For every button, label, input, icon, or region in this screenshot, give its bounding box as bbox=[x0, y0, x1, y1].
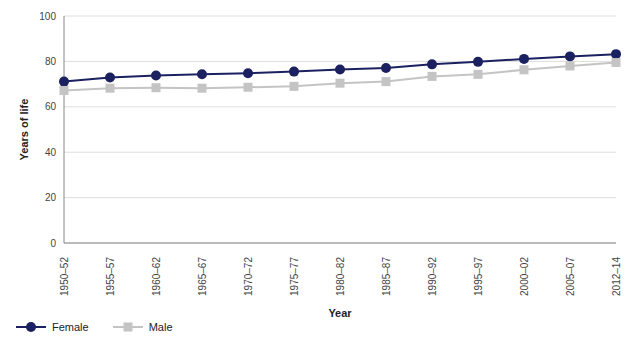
svg-text:Year: Year bbox=[328, 307, 352, 319]
html-text:Male: Male bbox=[148, 321, 173, 333]
svg-text:20: 20 bbox=[45, 192, 57, 203]
svg-text:1970–72: 1970–72 bbox=[243, 257, 254, 296]
svg-text:60: 60 bbox=[45, 101, 57, 112]
svg-text:2012–14: 2012–14 bbox=[611, 257, 622, 296]
svg-text:1950–52: 1950–52 bbox=[59, 257, 70, 296]
svg-text:Years of life: Years of life bbox=[18, 99, 30, 161]
svg-text:0: 0 bbox=[50, 238, 56, 249]
svg-text:80: 80 bbox=[45, 56, 57, 67]
svg-text:100: 100 bbox=[39, 11, 56, 22]
svg-text:1960–62: 1960–62 bbox=[151, 257, 162, 296]
svg-text:1965–67: 1965–67 bbox=[197, 257, 208, 296]
svg-text:1980–82: 1980–82 bbox=[335, 257, 346, 296]
svg-text:1995–97: 1995–97 bbox=[473, 257, 484, 296]
svg-text:1985–87: 1985–87 bbox=[381, 257, 392, 296]
svg-text:40: 40 bbox=[45, 147, 57, 158]
svg-text:2005–07: 2005–07 bbox=[565, 257, 576, 296]
html-text:Female: Female bbox=[52, 321, 89, 333]
svg-text:2000–02: 2000–02 bbox=[519, 257, 530, 296]
svg-text:1990–92: 1990–92 bbox=[427, 257, 438, 296]
svg-text:1975–77: 1975–77 bbox=[289, 257, 300, 296]
svg-text:1955–57: 1955–57 bbox=[105, 257, 116, 296]
